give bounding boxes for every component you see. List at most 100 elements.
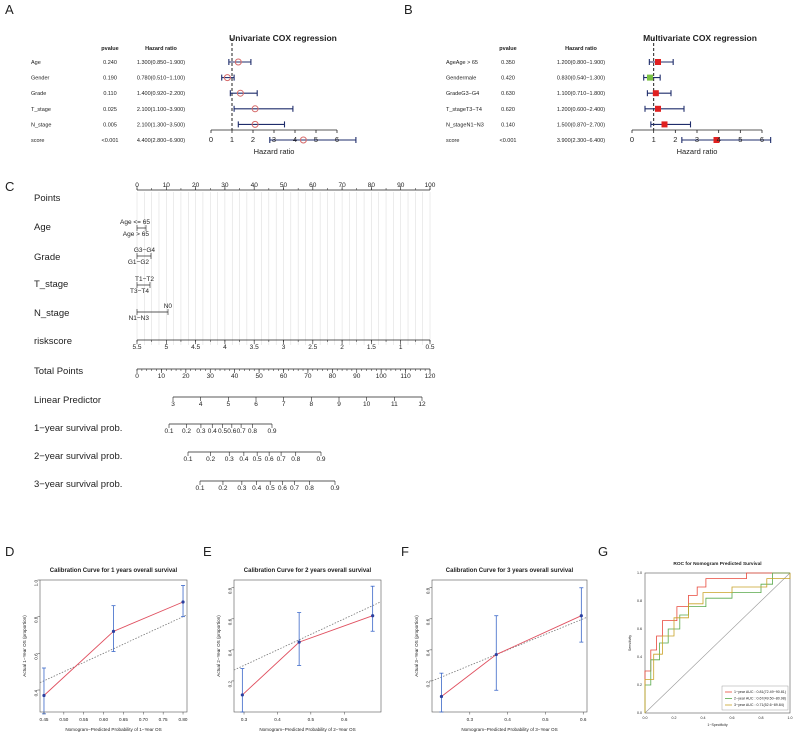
- hr-marker: [299, 136, 307, 144]
- nomogram-row-label: Age: [34, 222, 51, 233]
- scale-tick-label: 0.4: [239, 456, 248, 463]
- row-label: AgeAge > 65: [446, 60, 478, 66]
- row-pvalue: 0.025: [103, 107, 117, 113]
- nomogram-row: 2−year survival prob. 0.1 0.2 0.3 0.4 0.5 0.6 0…: [34, 451, 326, 463]
- x-tick-label: 6: [760, 135, 764, 144]
- calibration-title: Calibration Curve for 1 years overall su…: [50, 568, 178, 574]
- row-hazard-ratio: 2.100(1.300−3.500): [137, 122, 185, 128]
- category-label-below: N1−N3: [129, 315, 150, 322]
- nomogram-row-label: 1−year survival prob.: [34, 423, 122, 434]
- legend-box: [721, 685, 789, 711]
- x-tick-label: 0.50: [59, 717, 68, 722]
- row-label: Gendermale: [446, 76, 476, 82]
- hr-marker: [234, 58, 242, 66]
- hr-marker: [713, 137, 720, 143]
- row-hazard-ratio: 2.100(1.100−3.900): [137, 107, 185, 113]
- x-tick-label: 0.45: [39, 717, 48, 722]
- plot-frame: [233, 579, 382, 713]
- scale-tick-label: 1.5: [367, 344, 376, 351]
- nomogram-row: N_stage N0 N1−N3: [34, 303, 172, 322]
- nomogram-row-label: Points: [34, 193, 61, 204]
- y-tick-label: 1.0: [34, 580, 39, 587]
- hr-marker: [223, 74, 231, 82]
- scale-tick-label: 100: [376, 373, 387, 380]
- scale-tick-label: 80: [329, 373, 337, 380]
- x-tick-label: 0.6: [341, 717, 348, 722]
- y-axis-label: Sensitivity: [628, 635, 632, 651]
- hr-marker: [655, 105, 661, 112]
- y-tick-label: 0.6: [637, 627, 642, 631]
- nomogram-row: Grade G3−G4 G1−G2: [34, 247, 155, 266]
- scale-tick-label: 0.6: [265, 456, 274, 463]
- y-tick-label: 0.8: [34, 616, 39, 623]
- forest-row: score <0.001 3.900(2.300−6.400): [446, 137, 772, 144]
- pvalue-header: pvalue: [101, 46, 118, 52]
- scale-tick-label: 0.2: [218, 485, 227, 492]
- category-label-below: G1−G2: [128, 259, 150, 266]
- row-pvalue: 0.240: [103, 60, 117, 66]
- scale-tick-label: 11: [391, 401, 398, 408]
- scale-tick-label: 0.7: [277, 456, 286, 463]
- x-tick-label: 0.5: [542, 717, 549, 722]
- x-tick-label: 4: [717, 135, 721, 144]
- scale-tick-label: 4.5: [191, 344, 200, 351]
- scale-tick-label: 40: [251, 182, 259, 189]
- y-tick-label: 0.2: [228, 681, 233, 688]
- scale-tick-label: 30: [221, 182, 229, 189]
- data-point: [42, 693, 46, 698]
- nomogram-row: T_stage T1−T2 T3−T4: [34, 276, 154, 295]
- x-axis-label: Hazard ratio: [677, 147, 718, 156]
- x-tick-label: 0.65: [119, 717, 128, 722]
- legend-entry: 2−year AUC : 0.67(49.50−80.98): [734, 697, 786, 701]
- nomogram-row: Linear Predictor 3 4 5 6 7 8 9 10 11 12: [34, 395, 426, 408]
- nomogram-row-label: Grade: [34, 252, 60, 263]
- x-tick-label: 0.4: [504, 717, 511, 722]
- plot-frame: [431, 579, 588, 713]
- x-tick-label: 1: [230, 135, 234, 144]
- forest-row: T_stage 0.025 2.100(1.100−3.900): [31, 105, 294, 113]
- scale-tick-label: 10: [158, 373, 166, 380]
- calibration-title: Calibration Curve for 3 years overall su…: [446, 568, 574, 574]
- y-tick-label: 0.8: [426, 587, 431, 594]
- panel-letter-d: D: [5, 544, 14, 559]
- pvalue-header: pvalue: [499, 46, 516, 52]
- scale-tick-label: 3: [171, 401, 175, 408]
- scale-tick-label: 0.8: [248, 428, 257, 435]
- legend-entry: 1−year AUC : 0.81(72.49−90.81): [734, 690, 786, 694]
- scale-tick-label: 0.2: [182, 428, 191, 435]
- x-axis-label: Nomogram−Predicted Probability of 1−Year…: [65, 727, 161, 732]
- scale-tick-label: 9: [337, 401, 341, 408]
- row-hazard-ratio: 1.400(0.920−2.200): [137, 91, 185, 97]
- data-point: [297, 640, 301, 644]
- y-tick-label: 0.6: [426, 618, 431, 625]
- forest-row: GradeG3−G4 0.630 1.100(0.710−1.800): [446, 90, 672, 97]
- scale-tick-label: 70: [338, 182, 346, 189]
- x-tick-label: 0.4: [274, 717, 281, 722]
- row-label: Grade: [31, 91, 46, 97]
- x-tick-label: 0: [209, 135, 213, 144]
- x-tick-label: 0.5: [308, 717, 315, 722]
- calibration-point: [370, 585, 375, 632]
- scale-tick-label: 0.9: [267, 428, 276, 435]
- hazard-ratio-header: Hazard ratio: [565, 46, 597, 52]
- scale-tick-label: 20: [192, 182, 200, 189]
- scale-tick-label: 110: [400, 373, 411, 380]
- scale-tick-label: 2.5: [308, 344, 317, 351]
- scale-tick-label: 8: [310, 401, 314, 408]
- x-axis-label: Nomogram−Predicted Probability of 2−Year…: [259, 727, 355, 732]
- data-point: [579, 614, 583, 618]
- scale-tick-label: 0.3: [196, 428, 205, 435]
- x-tick-label: 0.55: [79, 717, 88, 722]
- row-hazard-ratio: 1.500(0.870−2.700): [557, 122, 605, 128]
- hr-marker: [652, 90, 659, 97]
- ideal-line: [431, 616, 588, 682]
- row-pvalue: 0.190: [103, 76, 117, 82]
- data-point: [439, 694, 444, 699]
- x-tick-label: 1.0: [788, 716, 793, 720]
- category-label-below: Age > 65: [123, 231, 150, 238]
- nomogram-row-label: T_stage: [34, 279, 68, 290]
- scale-tick-label: 0: [135, 373, 139, 380]
- forest-row: Gendermale 0.420 0.830(0.540−1.300): [446, 74, 661, 82]
- plot-frame: [644, 572, 791, 714]
- x-tick-label: 0.6: [580, 717, 587, 722]
